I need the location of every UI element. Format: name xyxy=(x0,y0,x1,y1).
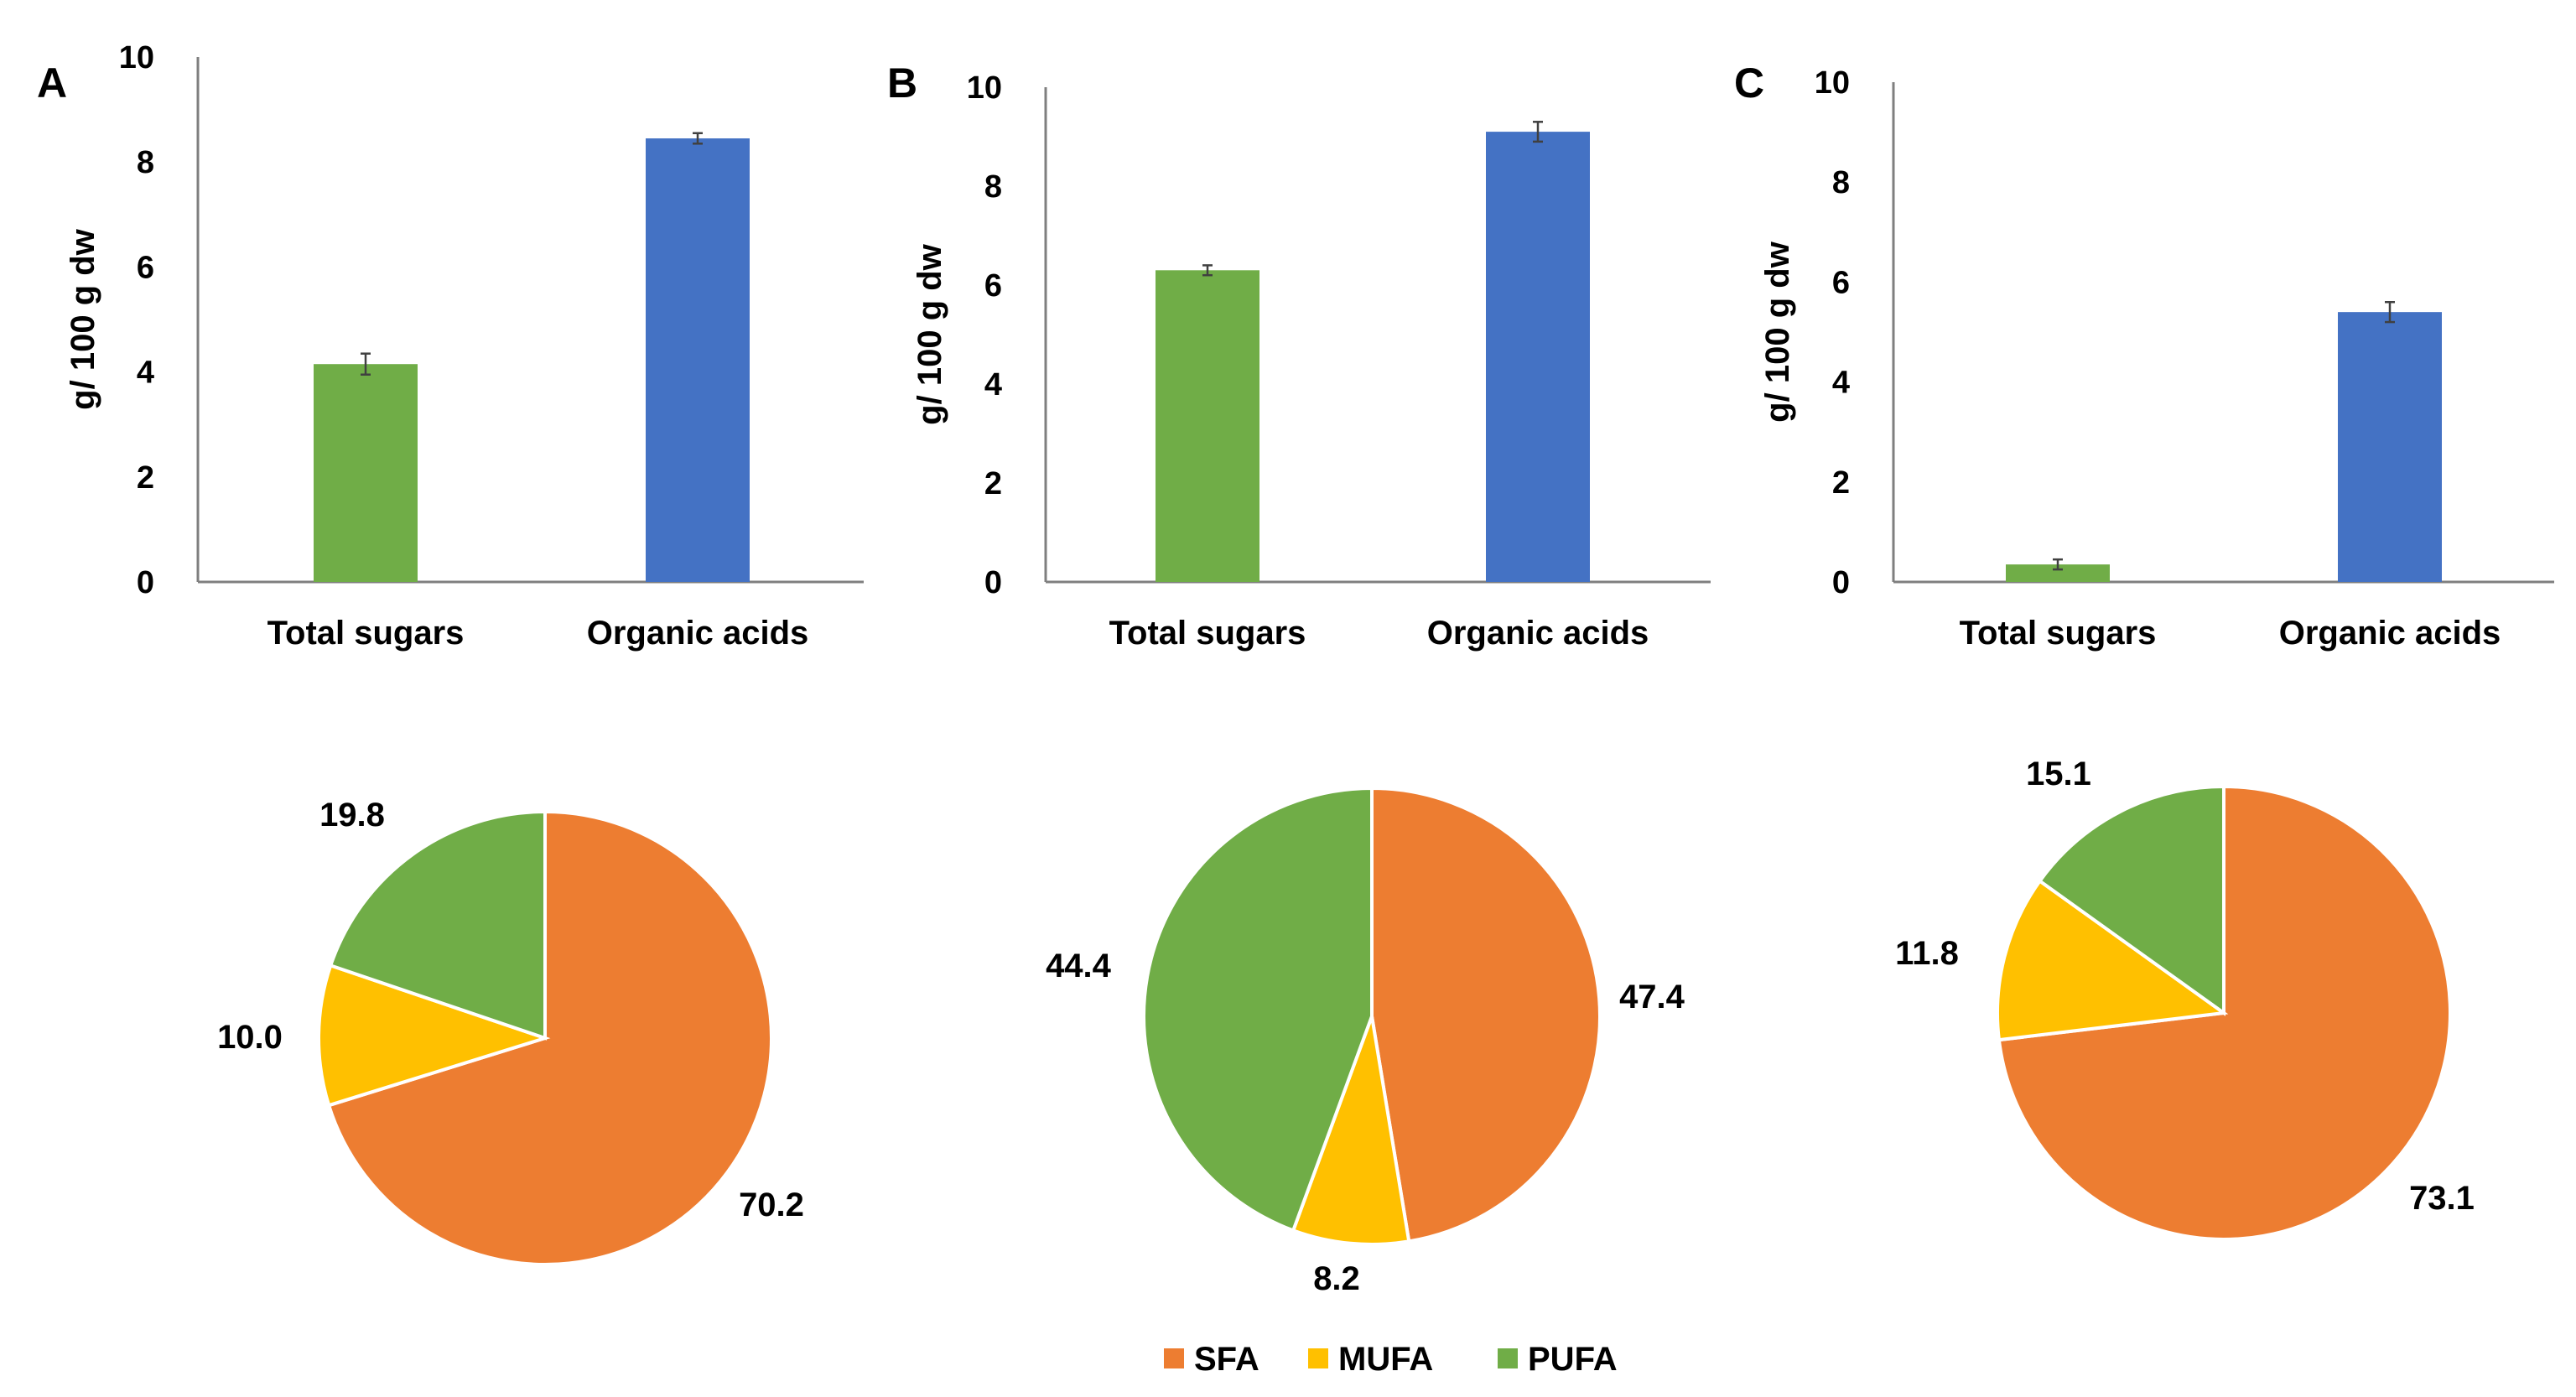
category-label: Organic acids xyxy=(1427,615,1649,652)
pie-value-label: 10.0 xyxy=(217,1019,283,1056)
legend-label: SFA xyxy=(1194,1341,1259,1378)
y-axis-label: g/ 100 g dw xyxy=(65,228,101,409)
pie-value-label: 47.4 xyxy=(1619,979,1685,1015)
y-tick-label: 2 xyxy=(984,466,1002,501)
category-label: Total sugars xyxy=(1109,615,1306,652)
pie-chart-c: 73.1 11.8 15.1 xyxy=(1895,756,2475,1241)
pie-slice-pufa xyxy=(328,809,547,1041)
legend-label: PUFA xyxy=(1528,1341,1618,1378)
bar-chart-c: C 0 2 4 6 8 10 g/ 100 g dw Total sugars Organic a… xyxy=(1734,60,2554,652)
pie-value-label: 8.2 xyxy=(1313,1260,1360,1297)
pie-value-label: 73.1 xyxy=(2409,1180,2475,1217)
bar-organic-acids xyxy=(2338,312,2442,582)
y-tick-label: 4 xyxy=(984,367,1002,402)
y-tick-label: 4 xyxy=(1832,366,1850,401)
category-label: Organic acids xyxy=(2279,615,2501,652)
y-axis-label: g/ 100 g dw xyxy=(911,243,948,424)
legend-label: MUFA xyxy=(1338,1341,1433,1378)
y-axis-label: g/ 100 g dw xyxy=(1759,241,1796,422)
pie-slice-mufa xyxy=(1996,878,2229,1042)
error-bar xyxy=(693,132,703,145)
legend-item-mufa: MUFA xyxy=(1308,1341,1433,1378)
panel-label: B xyxy=(887,60,917,106)
y-tick-label: 4 xyxy=(137,356,154,391)
y-tick-label: 8 xyxy=(137,145,154,180)
bar-chart-b: B 0 2 4 6 8 10 g/ 100 g dw Total sugars Organic a… xyxy=(887,60,1711,652)
category-label: Organic acids xyxy=(587,615,809,652)
panel-label: A xyxy=(37,60,67,106)
category-label: Total sugars xyxy=(267,615,465,652)
y-tick-label: 0 xyxy=(984,565,1002,600)
y-tick-label: 2 xyxy=(1832,465,1850,501)
y-tick-label: 8 xyxy=(984,169,1002,205)
bar-total-sugars xyxy=(2006,564,2110,582)
bar-chart-a: A 0 2 4 6 8 10 g/ 100 g dw Total sugars Organic a… xyxy=(37,40,864,652)
pie-slice-mufa xyxy=(317,963,551,1108)
legend: SFA MUFA PUFA xyxy=(1164,1341,1618,1378)
y-tick-label: 10 xyxy=(1815,65,1850,101)
error-bar xyxy=(2053,558,2063,571)
legend-swatch xyxy=(1498,1348,1518,1368)
pie-slice-sfa xyxy=(1370,786,1602,1244)
error-bar xyxy=(1202,264,1213,277)
y-tick-label: 10 xyxy=(967,70,1002,106)
y-tick-label: 6 xyxy=(137,250,154,285)
pie-chart-b: 47.4 8.2 44.4 xyxy=(1046,786,1685,1297)
legend-item-sfa: SFA xyxy=(1164,1341,1259,1378)
y-tick-label: 10 xyxy=(119,40,154,75)
y-tick-label: 0 xyxy=(137,565,154,600)
error-bar xyxy=(361,352,371,376)
bar-charts: A 0 2 4 6 8 10 g/ 100 g dw Total sugars Organic a… xyxy=(37,40,2554,652)
bar-organic-acids xyxy=(646,138,750,582)
pie-slice-pufa xyxy=(2037,784,2225,1016)
error-bar xyxy=(2385,300,2395,324)
category-label: Total sugars xyxy=(1960,615,2157,652)
bar-organic-acids xyxy=(1486,132,1590,583)
pie-charts: 70.2 10.0 19.8 47.4 8.2 44.4 73.1 11.8 15.1 xyxy=(217,756,2475,1297)
y-tick-label: 8 xyxy=(1832,165,1850,200)
pie-value-label: 19.8 xyxy=(319,797,385,834)
pie-slice-pufa xyxy=(1142,786,1374,1233)
legend-item-pufa: PUFA xyxy=(1498,1341,1618,1378)
bar-total-sugars xyxy=(314,364,418,582)
pie-value-label: 44.4 xyxy=(1046,948,1112,984)
pie-chart-a: 70.2 10.0 19.8 xyxy=(217,797,804,1266)
panel-label: C xyxy=(1734,60,1764,106)
y-tick-label: 6 xyxy=(1832,265,1850,300)
pie-slice-mufa xyxy=(1291,1010,1411,1246)
y-tick-label: 2 xyxy=(137,460,154,496)
legend-swatch xyxy=(1164,1348,1184,1368)
y-tick-label: 6 xyxy=(984,268,1002,304)
y-tick-label: 0 xyxy=(1832,565,1850,600)
pie-value-label: 11.8 xyxy=(1895,935,1959,972)
pie-value-label: 70.2 xyxy=(739,1187,804,1223)
pie-value-label: 15.1 xyxy=(2026,756,2091,792)
bar-total-sugars xyxy=(1156,270,1259,582)
error-bar xyxy=(1533,121,1543,143)
legend-swatch xyxy=(1308,1348,1328,1368)
